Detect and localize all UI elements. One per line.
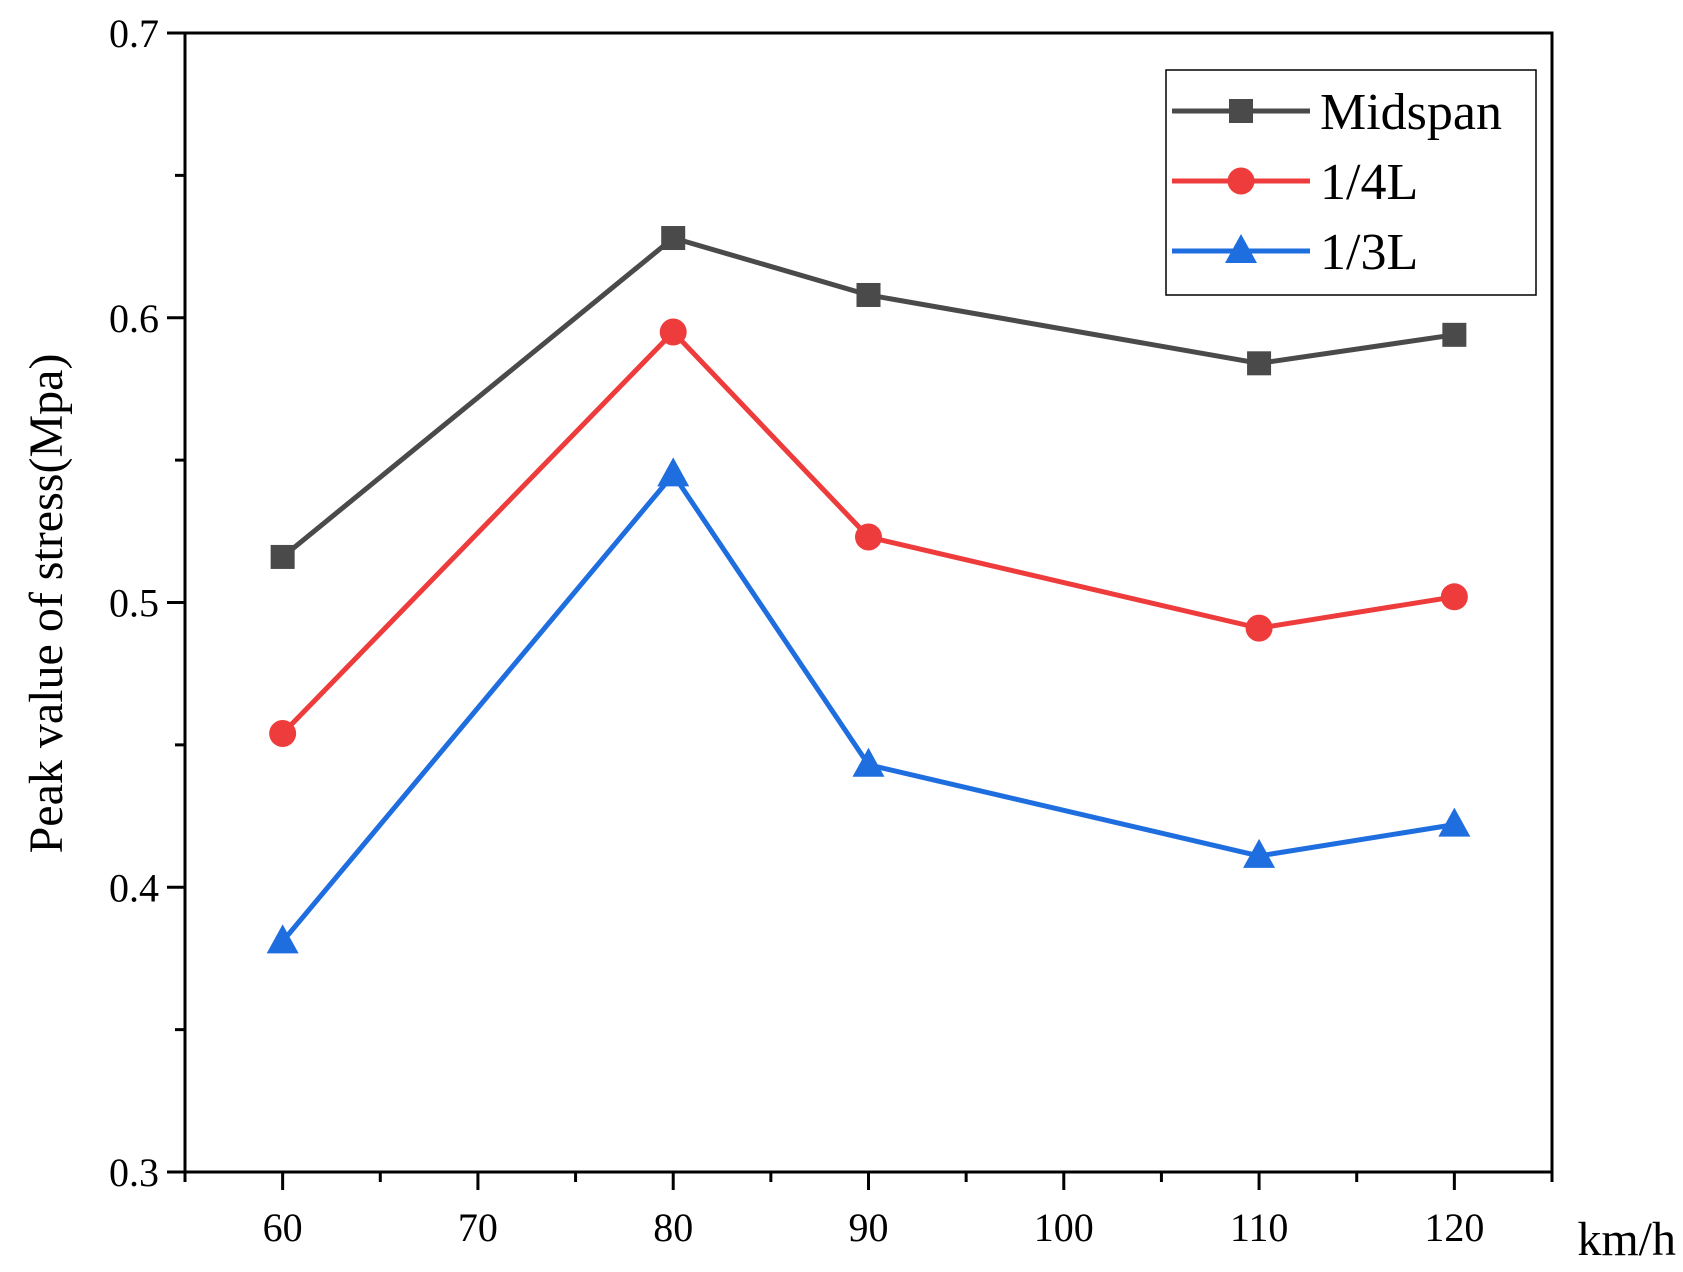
- data-point: [856, 282, 881, 307]
- legend-item: 1/3L: [1172, 224, 1418, 281]
- x-tick-label: 80: [653, 1205, 693, 1250]
- data-point: [269, 719, 297, 747]
- data-point: [1247, 351, 1272, 376]
- x-tick-label: 60: [263, 1205, 303, 1250]
- x-tick-label: 90: [849, 1205, 889, 1250]
- series-midspan: [270, 226, 1467, 569]
- data-point: [1245, 614, 1273, 642]
- legend-label: 1/4L: [1320, 154, 1418, 211]
- x-axis-label: km/h: [1577, 1213, 1676, 1266]
- legend-label: Midspan: [1320, 84, 1502, 141]
- legend-item: 1/4L: [1172, 154, 1418, 211]
- y-tick-label: 0.5: [109, 581, 159, 626]
- legend-marker: [1229, 99, 1253, 123]
- y-axis-label: Peak value of stress(Mpa): [20, 354, 73, 854]
- data-point: [1438, 807, 1471, 837]
- data-point: [855, 523, 882, 551]
- y-axis-ticks: 0.3 0.4 0.5 0.6 0.7: [109, 11, 185, 1195]
- data-point: [657, 457, 690, 487]
- data-point: [270, 544, 295, 569]
- legend-item: Midspan: [1172, 84, 1502, 141]
- y-tick-label: 0.6: [109, 296, 159, 341]
- legend-label: 1/3L: [1320, 224, 1418, 281]
- data-point: [1243, 838, 1276, 868]
- series-1-3l: [266, 457, 1471, 954]
- legend: Midspan 1/4L 1/3L: [1165, 69, 1537, 296]
- legend-marker: [1225, 234, 1257, 263]
- x-tick-label: 100: [1034, 1205, 1094, 1250]
- x-axis-ticks: 60 70 80 90 100 110 120: [183, 1172, 1554, 1250]
- data-point: [852, 747, 885, 777]
- data-point: [661, 226, 686, 251]
- data-point: [1442, 322, 1467, 347]
- series-1-4l: [269, 318, 1468, 747]
- x-tick-label: 120: [1424, 1205, 1484, 1250]
- data-point: [266, 924, 299, 954]
- plot-content: [266, 226, 1471, 954]
- legend-marker: [1227, 167, 1255, 195]
- y-tick-label: 0.7: [109, 11, 159, 56]
- data-point: [1440, 583, 1468, 611]
- x-tick-label: 70: [458, 1205, 498, 1250]
- data-point: [659, 318, 687, 346]
- y-tick-label: 0.4: [109, 865, 159, 910]
- y-tick-label: 0.3: [109, 1150, 159, 1195]
- x-tick-label: 110: [1230, 1205, 1289, 1250]
